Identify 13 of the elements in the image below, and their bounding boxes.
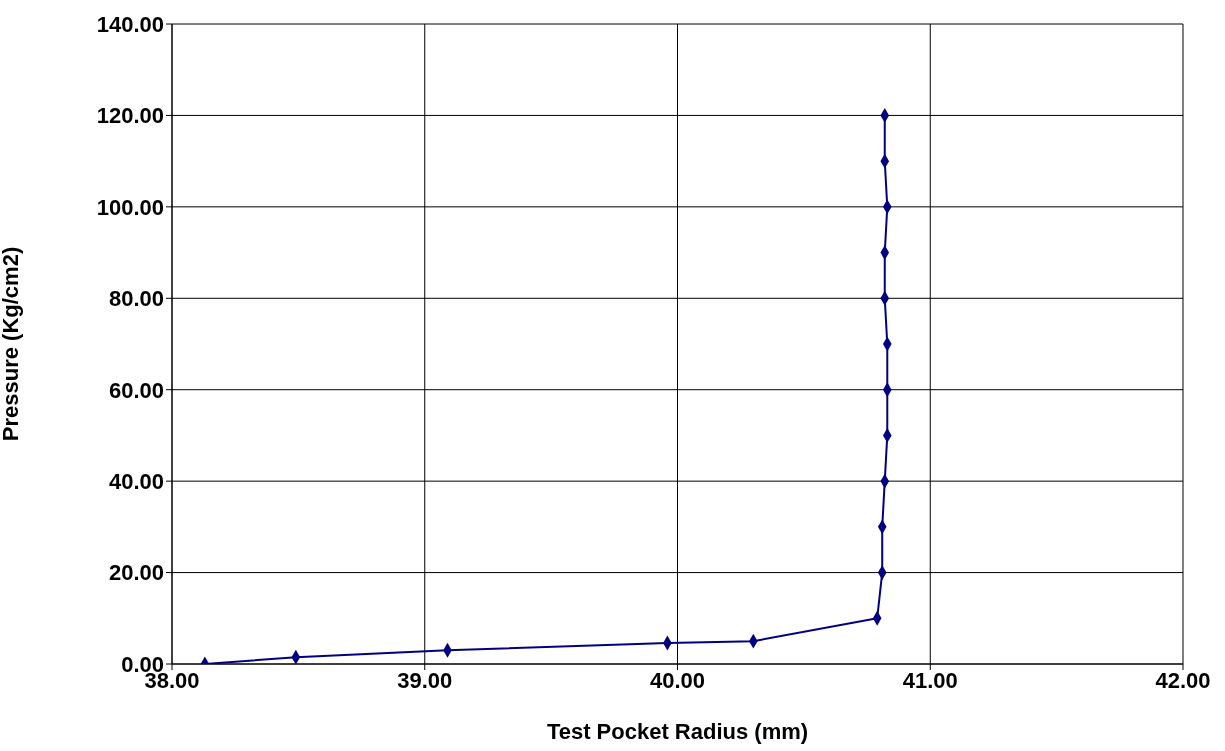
y-tick-label: 120.00 xyxy=(96,103,164,129)
x-tick-label: 42.00 xyxy=(1155,667,1211,693)
y-tick-label: 100.00 xyxy=(96,194,164,220)
y-tick-label: 140.00 xyxy=(96,11,164,37)
y-axis-title: Pressure (Kg/cm2) xyxy=(0,246,23,442)
x-axis-title: Test Pocket Radius (mm) xyxy=(546,719,809,744)
x-tick-label: 41.00 xyxy=(902,667,958,693)
x-tick-label: 40.00 xyxy=(649,667,706,693)
y-tick-label: 40.00 xyxy=(108,468,164,494)
y-tick-label: 20.00 xyxy=(108,560,164,586)
y-tick-label: 60.00 xyxy=(108,377,164,403)
y-tick-label: 80.00 xyxy=(108,286,164,312)
x-tick-label: 39.00 xyxy=(397,667,453,693)
